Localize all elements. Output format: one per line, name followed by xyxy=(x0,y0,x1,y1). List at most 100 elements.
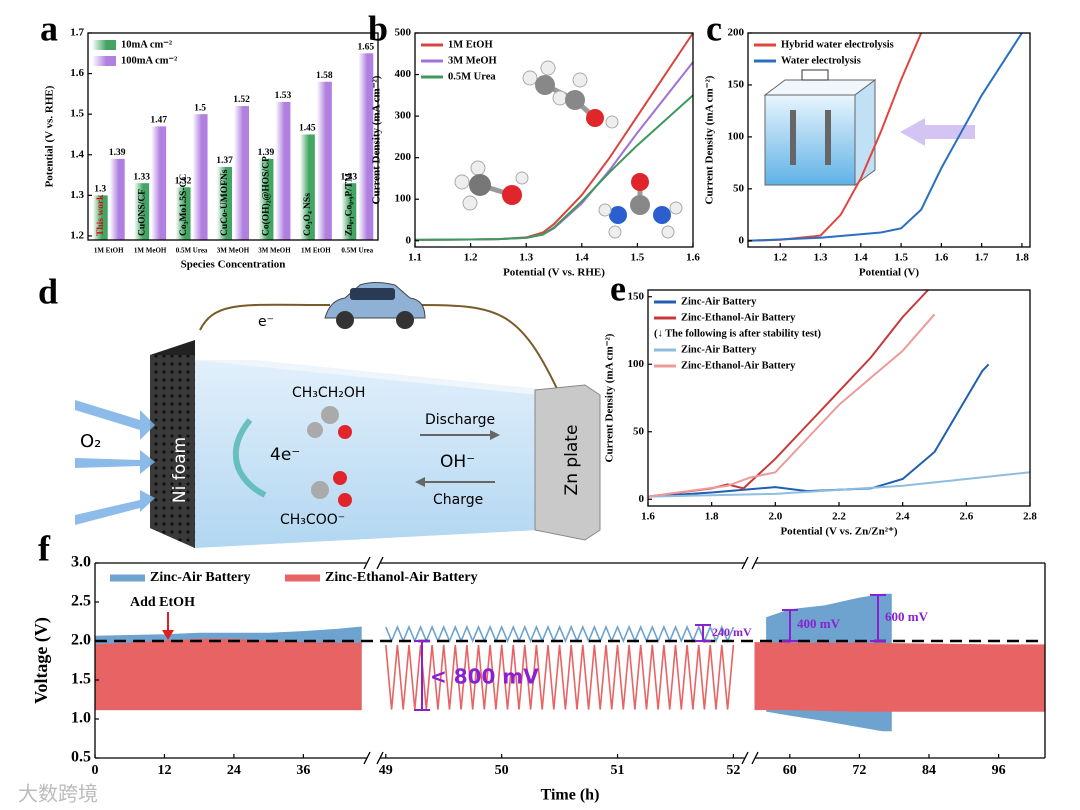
ion-label: OH⁻ xyxy=(440,452,475,472)
legend-label: Hybrid water electrolysis xyxy=(781,39,894,50)
x-tick-label: 1.8 xyxy=(1015,252,1029,264)
x-tick-label: 72 xyxy=(852,763,866,778)
legend-swatch xyxy=(92,40,116,50)
x-tick-label: 1.6 xyxy=(641,511,655,523)
x-tick-label: 1.4 xyxy=(575,252,589,264)
axis-break xyxy=(376,751,384,765)
car xyxy=(324,282,426,329)
annotation-arrow-head xyxy=(162,630,174,640)
y-axis-label: Current Density (mA cm⁻²) xyxy=(604,333,616,462)
legend-swatch xyxy=(92,56,116,66)
bar-value-label: 1.3 xyxy=(94,185,106,195)
annotation: Add EtOH xyxy=(130,595,195,610)
axis-break xyxy=(376,556,384,570)
bar-label: Co(OH)₂@HOS/CP xyxy=(261,156,272,236)
y-tick-label: 1.2 xyxy=(70,229,84,241)
x-tick-label: 51 xyxy=(611,763,625,778)
legend-label: Zinc-Air Battery xyxy=(681,296,757,307)
plot-frame xyxy=(414,32,694,248)
y-tick-label: 200 xyxy=(395,151,412,163)
x-tick-label: 1M EtOH xyxy=(94,247,124,255)
y-tick-label: 1.4 xyxy=(70,148,84,160)
legend-label: Water electrolysis xyxy=(781,55,861,66)
x-tick-label: 52 xyxy=(726,763,740,778)
bar xyxy=(234,106,249,240)
x-tick-label: 1.3 xyxy=(519,252,533,264)
x-tick-label: 24 xyxy=(227,763,241,778)
y-tick-label: 50 xyxy=(733,182,745,194)
legend-label: 1M EtOH xyxy=(448,39,493,50)
data-line xyxy=(647,313,936,498)
legend-label: Zinc-Air Battery xyxy=(150,570,250,585)
y-tick-label: 150 xyxy=(728,78,745,90)
legend-label: 0.5M Urea xyxy=(448,71,496,82)
plot-frame xyxy=(87,32,379,241)
fuel-label: CH₃CH₂OH xyxy=(292,385,365,401)
molecule-ethanol xyxy=(522,60,619,129)
legend-label: 10mA cm⁻² xyxy=(121,39,172,50)
bar-label: Co₃Mo1.5S-CC xyxy=(179,174,189,236)
legend-label: Zinc-Air Battery xyxy=(681,344,757,355)
voltage-band xyxy=(94,638,362,711)
y-axis-label: Current Density (mA cm⁻²) xyxy=(371,75,383,204)
x-tick-label: 49 xyxy=(379,763,393,778)
y-tick-label: 100 xyxy=(395,193,412,205)
discharge-label: Discharge xyxy=(425,412,495,428)
y-tick-label: 1.5 xyxy=(71,671,91,688)
x-tick-label: 3M MeOH xyxy=(258,247,291,255)
bar-value-label: 1.33 xyxy=(340,172,357,182)
bar-value-label: 1.58 xyxy=(316,71,333,81)
panel-letter: e xyxy=(610,268,626,308)
bar-label: Zn₀.₁Co₀.₉P/TM xyxy=(344,173,354,236)
y-tick-label: 100 xyxy=(728,130,745,142)
annotation: < 800 mV xyxy=(430,665,539,689)
y-tick-label: 3.0 xyxy=(71,554,91,571)
y-tick-label: 1.5 xyxy=(70,108,84,120)
x-tick-label: 1.3 xyxy=(814,252,828,264)
annotation: 240 mV xyxy=(712,625,752,639)
y-tick-label: 0 xyxy=(639,493,645,505)
x-tick-label: 2.8 xyxy=(1023,511,1037,523)
schematic-labels: e⁻ CH₃CH₂OH Discharge 4e⁻ OH⁻ Charge CH₃… xyxy=(80,314,582,528)
bar xyxy=(92,195,108,240)
bar-label: CuONS/CF xyxy=(137,189,147,236)
x-tick-label: 96 xyxy=(992,763,1006,778)
bar xyxy=(299,134,315,240)
product-label: CH₃COO⁻ xyxy=(280,512,345,528)
y-tick-label: 200 xyxy=(728,27,745,39)
x-tick-label: 2.4 xyxy=(896,511,910,523)
panel-letter: f xyxy=(38,528,51,568)
charge-label: Charge xyxy=(433,492,483,508)
y-tick-label: 1.6 xyxy=(70,67,84,79)
bar-value-label: 1.39 xyxy=(109,148,126,158)
x-tick-label: 1.1 xyxy=(408,252,422,264)
panel-letter: d xyxy=(38,271,58,311)
y-tick-label: 1.0 xyxy=(71,710,91,727)
y-tick-label: 500 xyxy=(395,27,412,39)
y-tick-label: 1.3 xyxy=(70,189,84,201)
bar xyxy=(175,187,191,240)
y-tick-label: 50 xyxy=(633,425,645,437)
data-line xyxy=(747,32,1023,242)
molecule-methanol xyxy=(454,160,529,211)
bar xyxy=(151,126,167,240)
bar-label: Co₃O₄ NSs xyxy=(303,193,313,236)
y-axis-label: Current Density (mA cm⁻²) xyxy=(704,75,716,204)
transfer-label: 4e⁻ xyxy=(270,445,300,465)
y-tick-label: 300 xyxy=(395,110,412,122)
x-tick-label: 2.2 xyxy=(832,511,846,523)
bar-value-label: 1.52 xyxy=(233,95,250,105)
x-tick-label: 2.0 xyxy=(768,511,782,523)
axis-break xyxy=(741,751,749,765)
x-tick-label: 1.5 xyxy=(631,252,645,264)
data-line xyxy=(647,471,1031,498)
x-tick-label: 84 xyxy=(922,763,936,778)
legend-label: Zinc-Ethanol-Air Battery xyxy=(681,360,796,371)
y-tick-label: 0 xyxy=(739,234,745,246)
bar-value-label: 1.65 xyxy=(357,42,374,52)
voltage-band xyxy=(754,642,1046,712)
bar-value-label: 1.45 xyxy=(299,124,316,134)
x-tick-label: 1.7 xyxy=(975,252,989,264)
bar xyxy=(134,183,150,240)
